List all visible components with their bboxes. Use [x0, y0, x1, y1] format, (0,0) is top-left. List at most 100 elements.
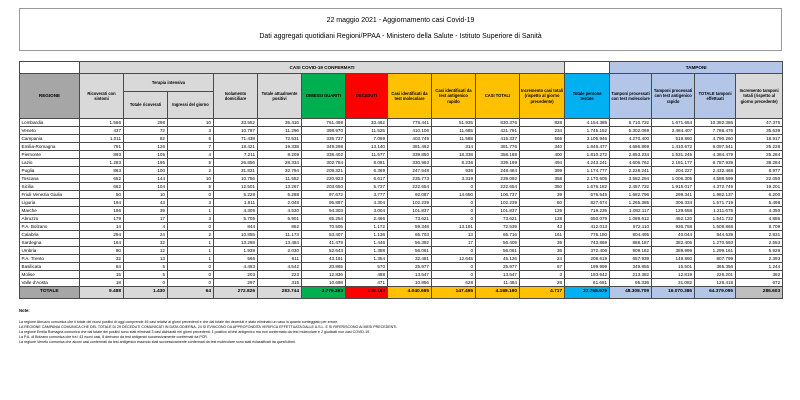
value-cell: 235.773 — [387, 174, 432, 183]
note-line: La P.A. di Bolzano comunica che tra i 43… — [19, 335, 208, 340]
value-cell: 19.201 — [735, 182, 784, 191]
value-cell: 11.173 — [257, 230, 302, 239]
value-cell: 2 — [167, 166, 214, 175]
table-row: Campania 1.011 82 6 71.438 72.531 335.737 7.069… — [19, 134, 784, 143]
value-cell: 73.621 — [387, 214, 432, 223]
value-cell: 302.784 — [301, 158, 346, 167]
value-cell: 4.790.260 — [694, 134, 737, 143]
value-cell: 844.539 — [694, 230, 737, 239]
value-cell: 33.552 — [213, 118, 258, 127]
value-cell: 3.582.294 — [609, 174, 653, 183]
value-cell: 7 — [167, 142, 214, 151]
table-row: Emilia-Romagna 791 126 7 18.421 19.338 349.298… — [19, 142, 784, 151]
notes-section: Note: La regione Abruzzo comunica che il… — [19, 308, 782, 346]
value-cell: 8.209 — [257, 150, 302, 159]
value-cell: 248.484 — [475, 166, 520, 175]
value-cell: 17 — [123, 214, 168, 223]
value-cell: 1.982.137 — [694, 190, 737, 199]
value-cell: 2.466 — [345, 214, 388, 223]
value-cell: 39 — [518, 190, 566, 199]
value-cell: 65.254 — [301, 214, 346, 223]
value-cell: 101.837 — [387, 206, 432, 215]
value-cell: 4.305 — [213, 206, 258, 215]
value-cell: 5 — [123, 270, 168, 279]
table-row: Sicilia 662 104 5 12.501 13.267 203.650 5.737 22… — [19, 182, 784, 191]
value-cell: 12.501 — [213, 182, 258, 191]
value-cell: 10 — [123, 190, 168, 199]
total-value-cell: 4.040.695 — [387, 286, 432, 299]
region-name: Basilicata — [19, 262, 80, 271]
value-cell: 494 — [518, 158, 566, 167]
value-cell: 33.462 — [345, 118, 388, 127]
value-cell: 1.446 — [345, 238, 388, 247]
table-row: Sardegna 184 32 1 13.268 13.484 41.479 1.446 56.… — [19, 238, 784, 247]
value-cell: 2.484.407 — [651, 126, 696, 135]
table-row: Toscana 652 144 10 10.756 11.552 220.923 6.617 2… — [19, 174, 784, 183]
note-line: La regione Abruzzo comunica che il total… — [19, 319, 339, 324]
value-cell: 6.097.541 — [694, 142, 737, 151]
value-cell: 13.547 — [475, 270, 520, 279]
value-cell: 365.356 — [694, 262, 737, 271]
value-cell: 452.120 — [651, 214, 696, 223]
table-body: Lombardia 1.566 298 10 33.552 35.416 761.498 33… — [19, 118, 784, 299]
value-cell: 399 — [518, 166, 566, 175]
value-cell: 61.681 — [564, 278, 611, 287]
value-cell: 5.737 — [345, 182, 388, 191]
value-cell: 10 — [167, 174, 214, 183]
value-cell: 226.201 — [694, 270, 737, 279]
value-cell: 3 — [167, 198, 214, 207]
value-cell: 1.244 — [735, 262, 784, 271]
value-cell: 4.886 — [735, 214, 784, 223]
value-cell: 315 — [257, 278, 302, 287]
value-cell: 1 — [167, 206, 214, 215]
value-cell: 4.243.241 — [564, 158, 611, 167]
col-header-totale-ricoverati: Totale ricoverati — [123, 91, 168, 119]
value-cell: 400 — [518, 150, 566, 159]
region-name: P.A. Trento — [19, 254, 80, 263]
value-cell: 1.299.161 — [694, 246, 737, 255]
value-cell: 80 — [79, 246, 124, 255]
value-cell: 1 — [167, 238, 214, 247]
value-cell: 2.853.234 — [609, 150, 653, 159]
value-cell: 6.617 — [345, 174, 388, 183]
value-cell: 650.079 — [564, 214, 611, 223]
value-cell: 5.929 — [735, 246, 784, 255]
value-cell: 1.571.719 — [694, 198, 737, 207]
region-name: Campania — [19, 134, 80, 143]
value-cell: 19.338 — [257, 142, 302, 151]
value-cell: 100 — [123, 166, 168, 175]
value-cell: 2.831 — [735, 230, 784, 239]
value-cell: 67 — [518, 262, 566, 271]
value-cell: 3.004 — [345, 206, 388, 215]
value-cell: 936 — [431, 166, 476, 175]
table-row: Lazio 1.283 195 5 26.856 28.334 302.784 8.081 33… — [19, 158, 784, 167]
value-cell: 73.621 — [475, 214, 520, 223]
note-line: LA REGIONE CAMPANIA COMUNICA CHE DEL TOT… — [19, 324, 398, 329]
value-cell: 314 — [431, 142, 476, 151]
col-header-attualmente-positivi: Totale attualmente positivi — [257, 73, 302, 119]
table-row: Liguria 194 43 3 1.811 2.048 95.887 4.304 102.23… — [19, 198, 784, 207]
value-cell: 358.188 — [475, 150, 520, 159]
table-row: Veneto 437 72 3 10.787 11.296 398.970 11.525 410… — [19, 126, 784, 135]
col-header-tamponi-molecolare: Tamponi processati con test molecolare — [609, 73, 653, 119]
value-cell: 828 — [518, 118, 566, 127]
value-cell: 234 — [518, 126, 566, 135]
value-cell: 38.284 — [735, 158, 784, 167]
value-cell: 298 — [123, 118, 168, 127]
value-cell: 339.199 — [475, 158, 520, 167]
value-cell: 389.999 — [651, 246, 696, 255]
value-cell: 45.126 — [475, 254, 520, 263]
value-cell: 35 — [518, 238, 566, 247]
value-cell: 5.498 — [735, 198, 784, 207]
value-cell: 888.187 — [609, 238, 653, 247]
value-cell: 97.672 — [301, 190, 346, 199]
col-header-casi-totali: CASI TOTALI — [475, 73, 520, 119]
band-tamponi: TAMPONI — [609, 61, 784, 74]
value-cell: 0 — [431, 198, 476, 207]
value-cell: 488 — [345, 270, 388, 279]
value-cell: 4.304 — [345, 198, 388, 207]
value-cell: 40.044 — [651, 230, 696, 239]
value-cell: 125 — [518, 206, 566, 215]
value-cell: 863 — [79, 166, 124, 175]
value-cell: 13.140 — [345, 142, 388, 151]
